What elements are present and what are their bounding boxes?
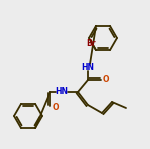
Text: O: O — [103, 76, 109, 84]
Text: O: O — [53, 104, 59, 112]
Text: HN: HN — [56, 87, 69, 97]
Text: Br: Br — [86, 39, 96, 48]
Text: HN: HN — [81, 63, 94, 73]
